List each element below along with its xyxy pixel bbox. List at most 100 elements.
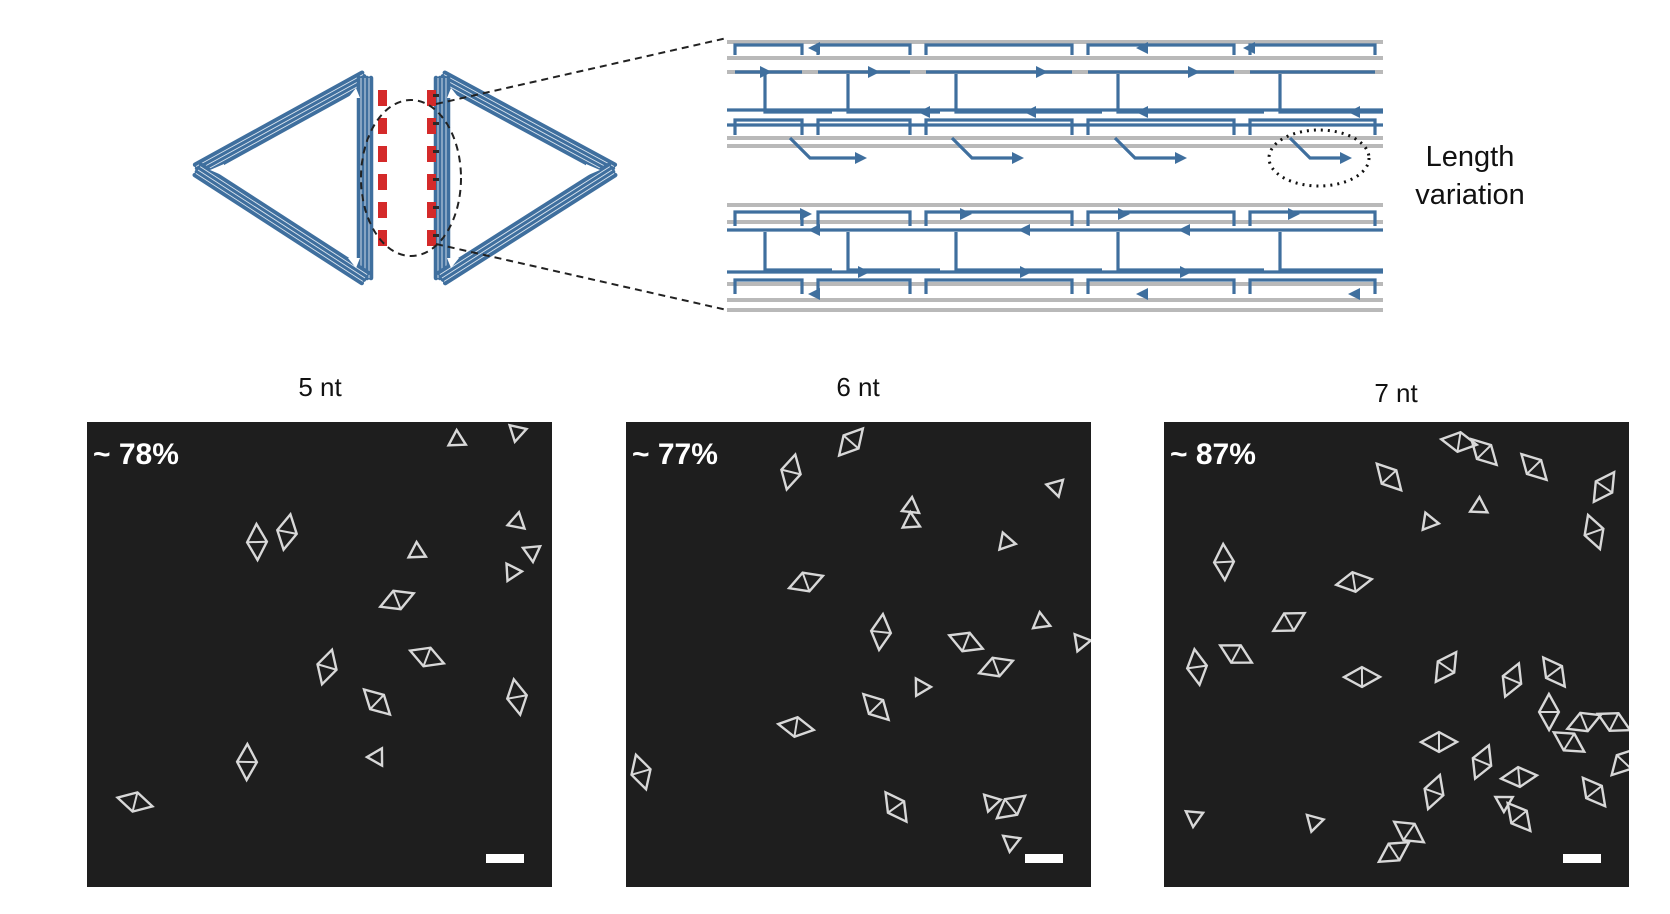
dimer-seam [1584,527,1604,537]
origami-dimer [1212,541,1236,583]
origami-monomer [1305,813,1326,834]
dimer-seam [871,629,891,635]
dimer-seam [842,434,860,450]
length-variation-line1: Length [1425,141,1515,173]
origami-monomer [446,427,468,447]
helix-groove [439,81,611,174]
staple-lower [924,118,1074,135]
dimer-seam [1608,712,1620,732]
staple-lower [733,118,804,135]
dimer-seam [1387,843,1401,861]
helix-bundle [436,81,612,178]
origami-dimer [1592,470,1616,504]
strand-arrow [808,288,820,300]
sticky-strand [1288,136,1340,160]
origami-monomer [1031,609,1053,630]
staple-top [733,43,804,55]
helix-bundle [192,172,364,286]
origami-dimer [946,631,986,653]
sticky-end-tick [433,94,439,97]
helix-groove [195,172,364,282]
vertex-marker [210,164,224,176]
sticky-end [427,146,436,162]
origami-dimer [1498,765,1540,789]
origami-monomer [997,530,1019,552]
strand-arrow [1036,66,1048,78]
staple-lower [816,118,912,135]
staple-top [1248,43,1377,55]
helix-bundle [442,70,618,167]
sticky-end [378,146,387,162]
origami-monomer [1421,510,1442,532]
strand-arrow [960,208,972,220]
strand-arrow [855,152,867,164]
helix-bundle [192,70,365,167]
vertex-marker [447,258,459,268]
staple-lower-mid [1278,232,1383,272]
origami-dimer [407,646,447,668]
strand-arrow [1136,42,1148,54]
dimer-seam [1510,809,1528,825]
strand-arrow [760,66,772,78]
staple-lower-bottom [1248,278,1377,294]
afm-image-2: ~ 77% [626,422,1091,887]
strand-arrow [1136,288,1148,300]
dimer-seam [1562,733,1576,751]
strand-arrow [1118,208,1130,220]
dimer-seam [392,590,402,610]
origami-dimer [1341,665,1383,689]
dimer-seam [991,657,1001,677]
dimer-seam [1004,798,1018,816]
dimer-seam [1502,675,1522,685]
dimer-seam [1424,787,1444,797]
vertex-marker [447,88,459,98]
dimer-seam [1283,612,1295,632]
helix-bundle [440,169,616,282]
origami-monomer [507,423,529,445]
staple-lower [1086,118,1236,135]
sticky-end-tick [433,150,439,153]
scale-bar-1 [486,854,524,863]
helix-groove [441,77,613,171]
origami-monomer [1467,494,1490,514]
helix-groove [199,166,368,276]
staple-lower-top [924,210,1074,226]
helix-bundle [438,77,614,175]
origami-dimer [1469,437,1499,467]
afm-particles-3 [1183,430,1629,864]
dimer-seam [1351,572,1357,592]
staple-lower-bottom [1086,278,1236,294]
strand-arrow [868,66,880,78]
sticky-strand [1113,136,1175,160]
strand-arrow [1188,66,1200,78]
sticky-end [427,230,436,246]
helix-groove [443,172,615,282]
strand-arrow [1136,106,1148,118]
helix-bundle [196,77,369,175]
sticky-end-tick [433,234,439,237]
dimer-seam [1230,644,1242,664]
dimer-seam [1585,785,1603,799]
vertex-marker [348,88,360,98]
helix-groove [441,169,613,279]
origami-monomer [1001,834,1023,855]
panel-2-label: 6 nt [836,372,880,402]
helix-bundle [194,73,367,171]
origami-dimer [1609,750,1629,777]
staple-lower-bottom [924,278,1074,294]
vertex-marker [348,258,360,268]
helix-bundle [436,162,612,276]
helix-bundle [442,172,618,286]
strand-arrow [1175,152,1187,164]
dimer-seam [1595,480,1613,494]
sticky-end [427,174,436,190]
strand-arrow [1020,266,1032,278]
sticky-end [378,174,387,190]
origami-dimer [1581,775,1607,809]
origami-dimer [1376,840,1412,864]
origami-monomer [982,792,1004,814]
helix-groove [195,74,364,167]
sticky-end-tick [433,178,439,181]
origami-dimer [1551,731,1587,753]
length-variation-line2: variation [1415,179,1525,211]
